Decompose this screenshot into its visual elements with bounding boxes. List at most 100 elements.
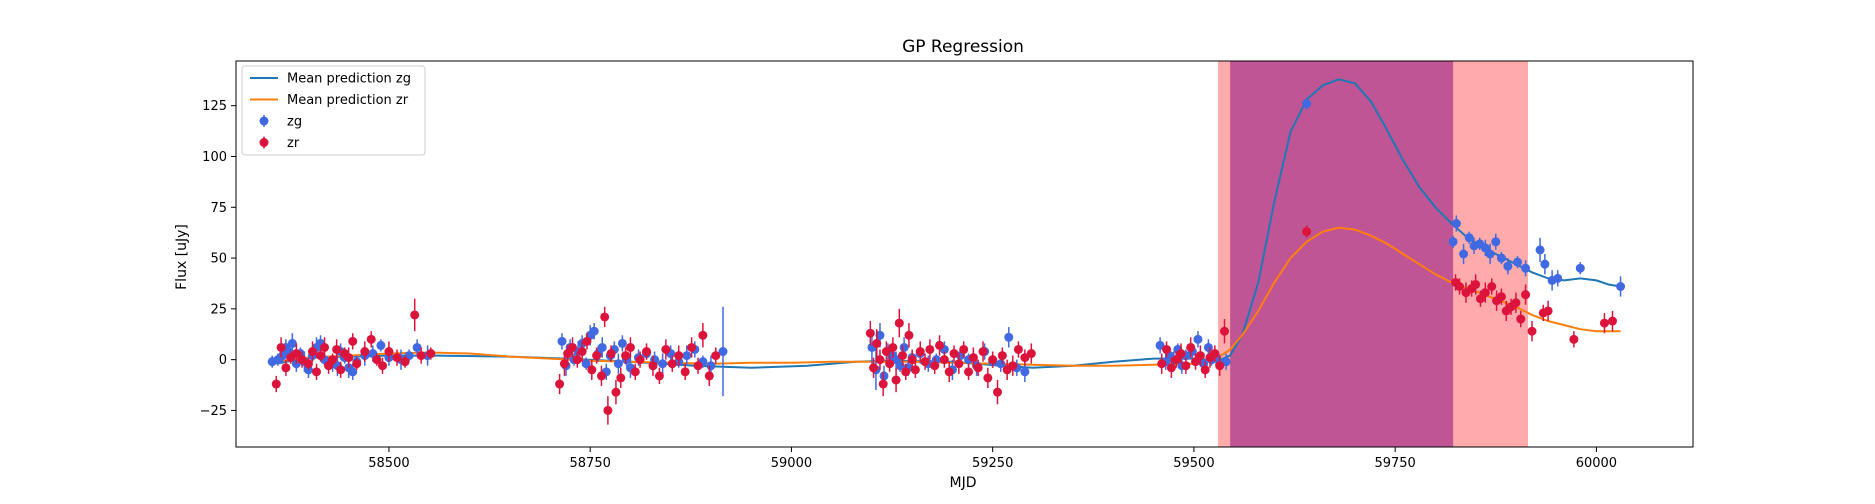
data-point: [307, 347, 317, 357]
data-point: [1527, 326, 1537, 336]
data-point: [1171, 355, 1181, 365]
data-point: [1487, 282, 1497, 292]
data-point: [920, 357, 930, 367]
data-point: [360, 347, 370, 357]
x-tick-label: 58750: [570, 456, 611, 471]
data-point: [320, 342, 330, 352]
y-tick-label: 50: [210, 252, 227, 267]
data-point: [704, 371, 714, 381]
data-point: [1020, 367, 1030, 377]
data-point: [718, 347, 728, 357]
data-point: [1569, 334, 1579, 344]
data-point: [1166, 363, 1176, 373]
data-point: [879, 371, 889, 381]
data-point: [276, 342, 286, 352]
x-tick-label: 59500: [1173, 456, 1214, 471]
data-point: [1575, 263, 1585, 273]
data-point: [611, 387, 621, 397]
data-point: [297, 355, 307, 365]
y-axis-label: Flux [uJy]: [174, 224, 190, 290]
data-point: [875, 330, 885, 340]
data-point: [1193, 334, 1203, 344]
plot-area: 58500 58750 59000 59250 59500 59750 60000 −25 0 2…: [200, 60, 1694, 471]
data-point: [563, 349, 573, 359]
data-point: [1503, 261, 1513, 271]
data-point: [291, 349, 301, 359]
data-point: [1157, 359, 1167, 369]
data-point: [1496, 292, 1506, 302]
data-point: [1448, 237, 1458, 247]
data-point: [348, 336, 358, 346]
data-point: [978, 347, 988, 357]
data-point: [621, 351, 631, 361]
data-point: [311, 367, 321, 377]
data-point: [625, 342, 635, 352]
data-point: [693, 361, 703, 371]
y-tick-label: 25: [210, 302, 227, 317]
x-tick-label: 60000: [1576, 456, 1617, 471]
y-tick-label: −25: [200, 404, 227, 419]
data-point: [910, 365, 920, 375]
data-point: [410, 310, 420, 320]
data-point: [949, 349, 959, 359]
data-point: [613, 359, 623, 369]
data-point: [1616, 282, 1626, 292]
data-point: [1480, 243, 1490, 253]
data-point: [885, 359, 895, 369]
data-point: [1553, 273, 1563, 283]
data-point: [1026, 349, 1036, 359]
data-point: [698, 330, 708, 340]
data-point: [1162, 344, 1172, 354]
data-point: [630, 367, 640, 377]
data-point: [606, 349, 616, 359]
data-point: [1004, 332, 1014, 342]
data-point: [557, 336, 567, 346]
data-point: [898, 351, 908, 361]
plot-frame: [235, 60, 1694, 448]
data-point: [366, 334, 376, 344]
data-point: [555, 379, 565, 389]
data-point: [997, 351, 1007, 361]
data-point: [603, 405, 613, 415]
data-point: [1516, 314, 1526, 324]
data-point: [567, 342, 577, 352]
data-point: [1535, 245, 1545, 255]
data-point: [944, 367, 954, 377]
data-point: [1608, 316, 1618, 326]
data-point: [1543, 306, 1553, 316]
data-point: [904, 330, 914, 340]
data-point: [1013, 344, 1023, 354]
data-point: [667, 359, 677, 369]
data-point: [1540, 259, 1550, 269]
data-point: [964, 367, 974, 377]
data-point: [993, 387, 1003, 397]
data-point: [872, 338, 882, 348]
data-point: [925, 344, 935, 354]
data-point: [1480, 288, 1490, 298]
legend-box: [241, 65, 426, 156]
x-axis-label: MJD: [950, 475, 977, 491]
data-point: [1455, 282, 1465, 292]
data-point: [939, 355, 949, 365]
data-point: [426, 349, 436, 359]
legend-label: Mean prediction zg: [287, 72, 411, 87]
data-point: [1221, 357, 1231, 367]
data-point: [1475, 294, 1485, 304]
x-tick-label: 59750: [1374, 456, 1415, 471]
data-point: [596, 371, 606, 381]
data-point: [412, 342, 422, 352]
data-point: [303, 359, 313, 369]
data-point: [869, 363, 879, 373]
data-point: [865, 328, 875, 338]
legend-label: Mean prediction zr: [287, 93, 409, 108]
data-point: [930, 361, 940, 371]
data-point: [901, 367, 911, 377]
data-point: [592, 351, 602, 361]
data-point: [687, 342, 697, 352]
errorbar-series-zr: [271, 225, 1618, 425]
data-point: [706, 361, 716, 371]
y-tick-label: 100: [202, 150, 227, 165]
data-point: [1008, 361, 1018, 371]
data-point: [1191, 357, 1201, 367]
